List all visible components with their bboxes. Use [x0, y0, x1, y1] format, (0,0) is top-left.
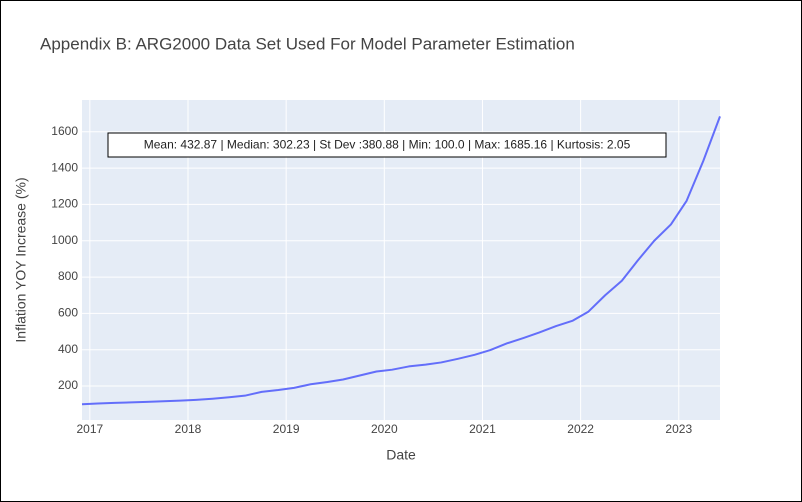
y-tick-label: 1200: [51, 197, 78, 211]
y-tick-label: 200: [58, 378, 78, 392]
y-tick-label: 1600: [51, 124, 78, 138]
x-tick-label: 2019: [273, 422, 300, 436]
x-tick-label: 2023: [665, 422, 692, 436]
x-tick-label: 2018: [175, 422, 202, 436]
chart-title: Appendix B: ARG2000 Data Set Used For Mo…: [40, 34, 575, 53]
annotation: Mean: 432.87 | Median: 302.23 | St Dev :…: [144, 138, 631, 152]
y-tick-label: 1400: [51, 160, 78, 174]
line: [81, 115, 721, 406]
y-axis-title: Inflation YOY Increase (%): [13, 177, 29, 342]
x-axis-title: Date: [386, 447, 416, 463]
x-tick-label: 2020: [371, 422, 398, 436]
x-tick-label: 2021: [469, 422, 496, 436]
annotation-box: [107, 132, 667, 158]
y-tick-label: 600: [58, 306, 78, 320]
x-tick-label: 2017: [77, 422, 104, 436]
y-tick-label: 800: [58, 269, 78, 283]
y-tick-label: 400: [58, 342, 78, 356]
x-tick-label: 2022: [567, 422, 594, 436]
y-tick-label: 1000: [51, 233, 78, 247]
